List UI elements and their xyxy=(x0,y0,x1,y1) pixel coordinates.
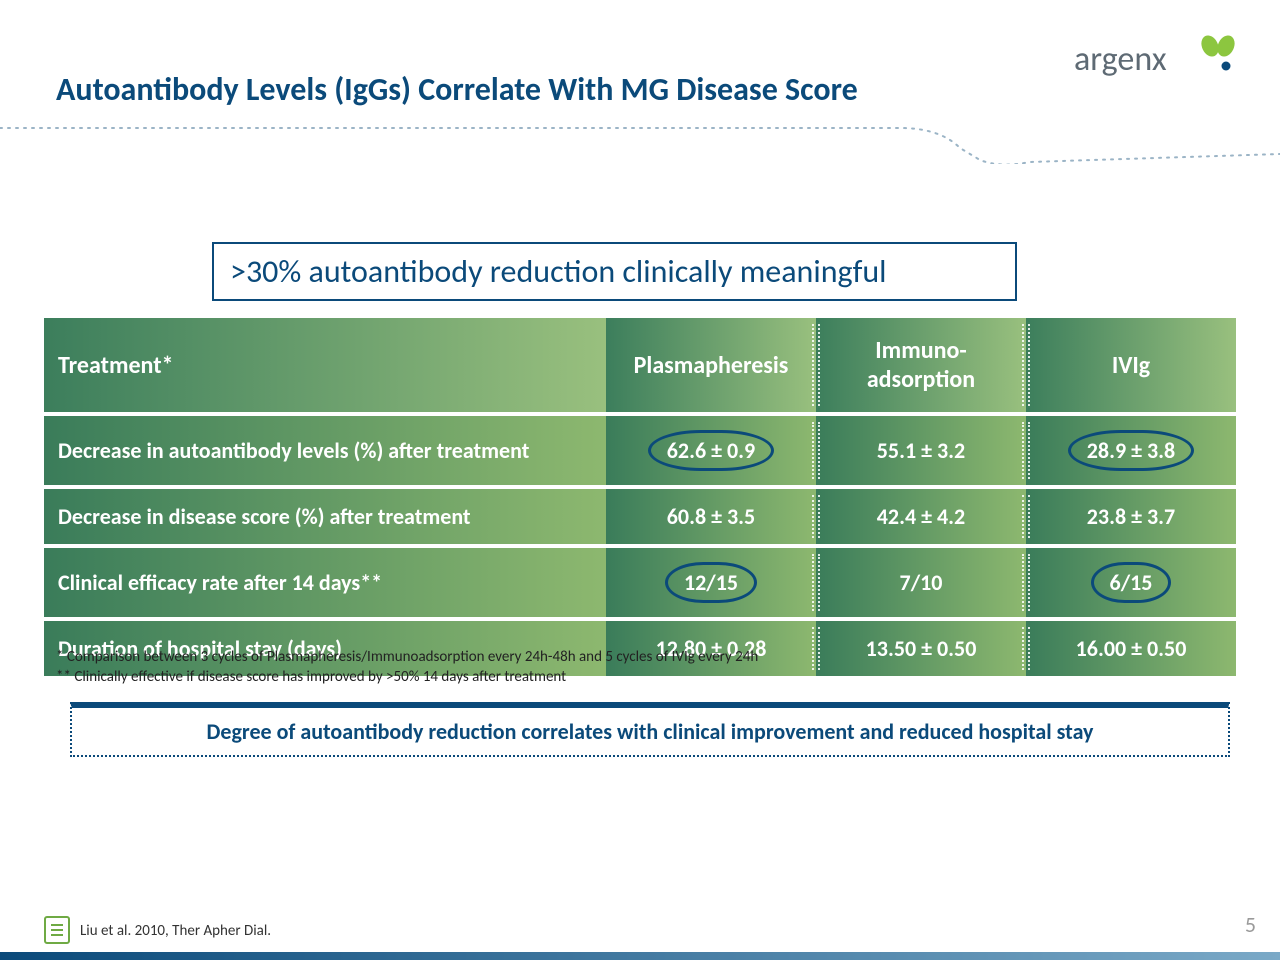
highlight-circle: 62.6 ± 0.9 xyxy=(648,430,774,471)
cell-plasma: 12/15 xyxy=(606,544,816,617)
col-header-plasma: Plasmapheresis xyxy=(606,318,816,412)
cell-ivig: 23.8 ± 3.7 xyxy=(1026,485,1236,544)
footnote-1: * Comparison between 3 cycles of Plasmap… xyxy=(56,648,758,666)
document-icon xyxy=(44,916,70,944)
dotted-divider xyxy=(0,124,1280,164)
cell-ivig: 28.9 ± 3.8 xyxy=(1026,412,1236,485)
cell-ivig: 6/15 xyxy=(1026,544,1236,617)
conclusion-text: Degree of autoantibody reduction correla… xyxy=(207,718,1094,745)
page-number: 5 xyxy=(1245,911,1256,938)
cell-immuno: 13.50 ± 0.50 xyxy=(816,617,1026,676)
cell-plasma: 60.8 ± 3.5 xyxy=(606,485,816,544)
leaf-icon xyxy=(1198,33,1238,60)
highlight-circle: 12/15 xyxy=(665,562,757,603)
treatment-table: Treatment*PlasmapheresisImmuno-adsorptio… xyxy=(44,318,1236,676)
highlight-circle: 6/15 xyxy=(1091,562,1172,603)
col-header-immuno: Immuno-adsorption xyxy=(816,318,1026,412)
cell-immuno: 42.4 ± 4.2 xyxy=(816,485,1026,544)
cell-plasma: 62.6 ± 0.9 xyxy=(606,412,816,485)
col-header-ivig: IVIg xyxy=(1026,318,1236,412)
bottom-accent-bar xyxy=(0,952,1280,960)
cell-immuno: 7/10 xyxy=(816,544,1026,617)
row-label: Clinical efficacy rate after 14 days** xyxy=(44,544,606,617)
dot-icon xyxy=(1222,62,1231,71)
col-header-metric: Treatment* xyxy=(44,318,606,412)
cell-plasma: 12.80 ± 0.28 xyxy=(606,617,816,676)
page-title: Autoantibody Levels (IgGs) Correlate Wit… xyxy=(56,70,858,109)
brand-text: argenx xyxy=(1074,39,1167,80)
conclusion-banner: Degree of autoantibody reduction correla… xyxy=(70,702,1230,757)
row-label: Decrease in disease score (%) after trea… xyxy=(44,485,606,544)
highlight-circle: 28.9 ± 3.8 xyxy=(1068,430,1194,471)
cell-ivig: 16.00 ± 0.50 xyxy=(1026,617,1236,676)
brand-logo: argenx xyxy=(1074,32,1244,80)
row-label: Decrease in autoantibody levels (%) afte… xyxy=(44,412,606,485)
callout-box: >30% autoantibody reduction clinically m… xyxy=(212,242,1017,301)
citation-text: Liu et al. 2010, Ther Apher Dial. xyxy=(80,922,271,940)
cell-immuno: 55.1 ± 3.2 xyxy=(816,412,1026,485)
footnote-2: ** Clinically effective if disease score… xyxy=(56,668,566,686)
